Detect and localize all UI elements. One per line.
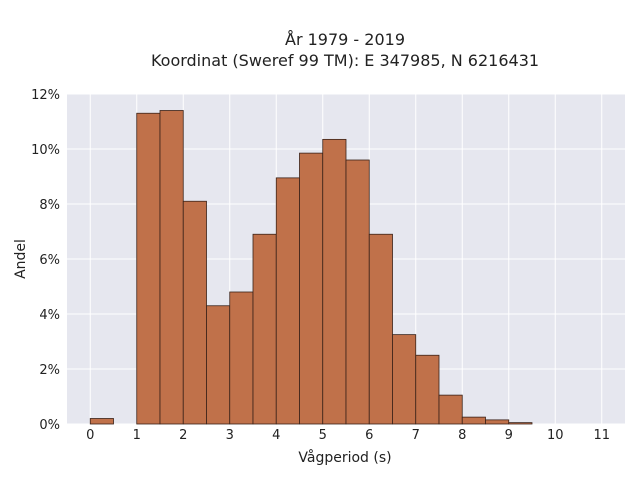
- histogram-bar: [159, 110, 184, 425]
- x-tick-label: 6: [365, 428, 373, 443]
- y-tick-label: 6%: [39, 253, 60, 268]
- histogram-bar: [415, 354, 440, 425]
- histogram-bar: [275, 177, 300, 425]
- x-tick-label: 11: [593, 428, 610, 443]
- x-tick-label: 0: [86, 428, 94, 443]
- x-tick-label: 5: [319, 428, 327, 443]
- histogram-bar: [182, 200, 207, 425]
- x-tick-label: 10: [547, 428, 564, 443]
- histogram-bar: [322, 138, 347, 425]
- histogram-bar: [299, 152, 324, 425]
- y-tick-label: 2%: [39, 363, 60, 378]
- bars: [89, 110, 533, 425]
- y-tick-label: 10%: [31, 143, 60, 158]
- x-tick-labels: 0 1 2 3 4 5 6 7 8 9 10 11: [86, 428, 610, 443]
- y-tick-label: 12%: [31, 88, 60, 103]
- x-tick-label: 7: [412, 428, 420, 443]
- x-tick-label: 2: [179, 428, 187, 443]
- x-tick-label: 1: [133, 428, 141, 443]
- histogram-bar: [136, 112, 161, 425]
- y-axis-label: Andel: [13, 239, 29, 279]
- x-tick-label: 4: [272, 428, 280, 443]
- x-tick-label: 8: [458, 428, 466, 443]
- histogram-bar: [345, 159, 370, 425]
- histogram-bar: [438, 394, 463, 425]
- histogram-bar: [229, 291, 254, 425]
- chart-title-line-1: År 1979 - 2019: [285, 30, 405, 49]
- y-tick-label: 8%: [39, 198, 60, 213]
- histogram-bar: [461, 416, 486, 425]
- histogram-bar: [392, 334, 417, 425]
- chart-title-line-2: Koordinat (Sweref 99 TM): E 347985, N 62…: [151, 51, 539, 70]
- histogram-bar: [368, 233, 393, 425]
- y-tick-label: 0%: [39, 418, 60, 433]
- histogram-bar: [508, 422, 533, 425]
- histogram-bar: [485, 419, 510, 425]
- y-tick-labels: 0% 2% 4% 6% 8% 10% 12%: [31, 88, 60, 433]
- histogram-bar: [206, 305, 231, 425]
- histogram-bar: [252, 233, 277, 425]
- x-tick-label: 3: [226, 428, 234, 443]
- x-tick-label: 9: [505, 428, 513, 443]
- histogram-bar: [89, 418, 114, 425]
- y-tick-label: 4%: [39, 308, 60, 323]
- x-axis-label: Vågperiod (s): [298, 449, 391, 466]
